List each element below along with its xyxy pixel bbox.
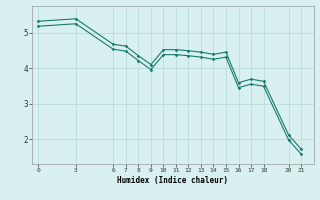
X-axis label: Humidex (Indice chaleur): Humidex (Indice chaleur) <box>117 176 228 185</box>
